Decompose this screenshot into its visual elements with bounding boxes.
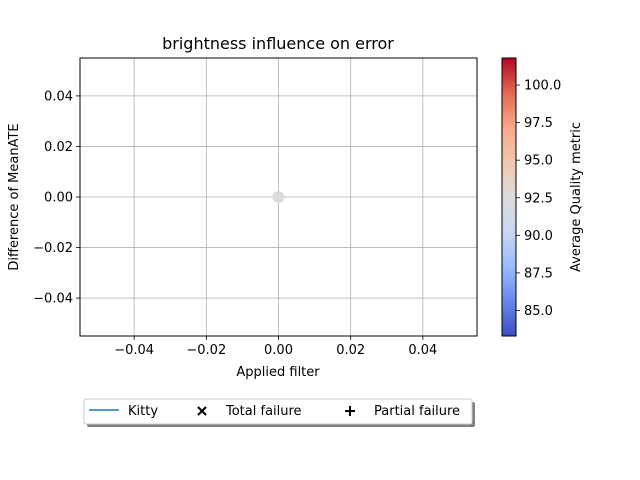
legend-box bbox=[83, 398, 473, 425]
legend-total-failure-x-icon bbox=[197, 406, 207, 416]
colorbar-tick-label: 97.5 bbox=[524, 116, 553, 131]
colorbar-tick-label: 100.0 bbox=[524, 79, 561, 94]
x-tick-label: 0.02 bbox=[336, 343, 365, 358]
colorbar bbox=[501, 57, 517, 337]
y-axis-label: Difference of MeanATE bbox=[7, 123, 22, 270]
y-tick-label: −0.04 bbox=[33, 292, 73, 307]
colorbar-tick-label: 85.0 bbox=[524, 304, 553, 319]
legend-kitty-label: Kitty bbox=[128, 404, 158, 419]
y-tick-label: −0.02 bbox=[33, 241, 73, 256]
data-points bbox=[272, 191, 285, 203]
legend-total-failure-label: Total failure bbox=[225, 404, 302, 419]
legend: Kitty Total failure Partial failure bbox=[83, 398, 475, 427]
colorbar-label: Average Quality metric bbox=[569, 122, 584, 272]
y-tick-label: 0.02 bbox=[44, 140, 73, 155]
colorbar-tick-label: 87.5 bbox=[524, 266, 553, 281]
y-tick-label: 0.00 bbox=[44, 191, 73, 206]
colorbar-tick-label: 95.0 bbox=[524, 154, 553, 169]
legend-partial-failure-label: Partial failure bbox=[374, 404, 460, 419]
chart-title: brightness influence on error bbox=[162, 34, 394, 53]
x-axis-ticks: −0.04 −0.02 0.00 0.02 0.04 bbox=[114, 336, 437, 358]
colorbar-ticks: 85.0 87.5 90.0 92.5 95.0 97.5 100.0 bbox=[516, 79, 561, 319]
x-tick-label: −0.04 bbox=[114, 343, 154, 358]
x-tick-label: 0.04 bbox=[408, 343, 437, 358]
legend-partial-failure-plus-icon bbox=[345, 406, 355, 416]
colorbar-tick-label: 92.5 bbox=[524, 191, 553, 206]
data-point bbox=[272, 191, 285, 203]
colorbar-tick-label: 90.0 bbox=[524, 229, 553, 244]
x-tick-label: 0.00 bbox=[264, 343, 293, 358]
x-axis-label: Applied filter bbox=[236, 365, 320, 380]
y-tick-label: 0.04 bbox=[44, 89, 73, 104]
x-tick-label: −0.02 bbox=[186, 343, 226, 358]
y-axis-ticks: −0.04 −0.02 0.00 0.02 0.04 bbox=[33, 89, 80, 307]
